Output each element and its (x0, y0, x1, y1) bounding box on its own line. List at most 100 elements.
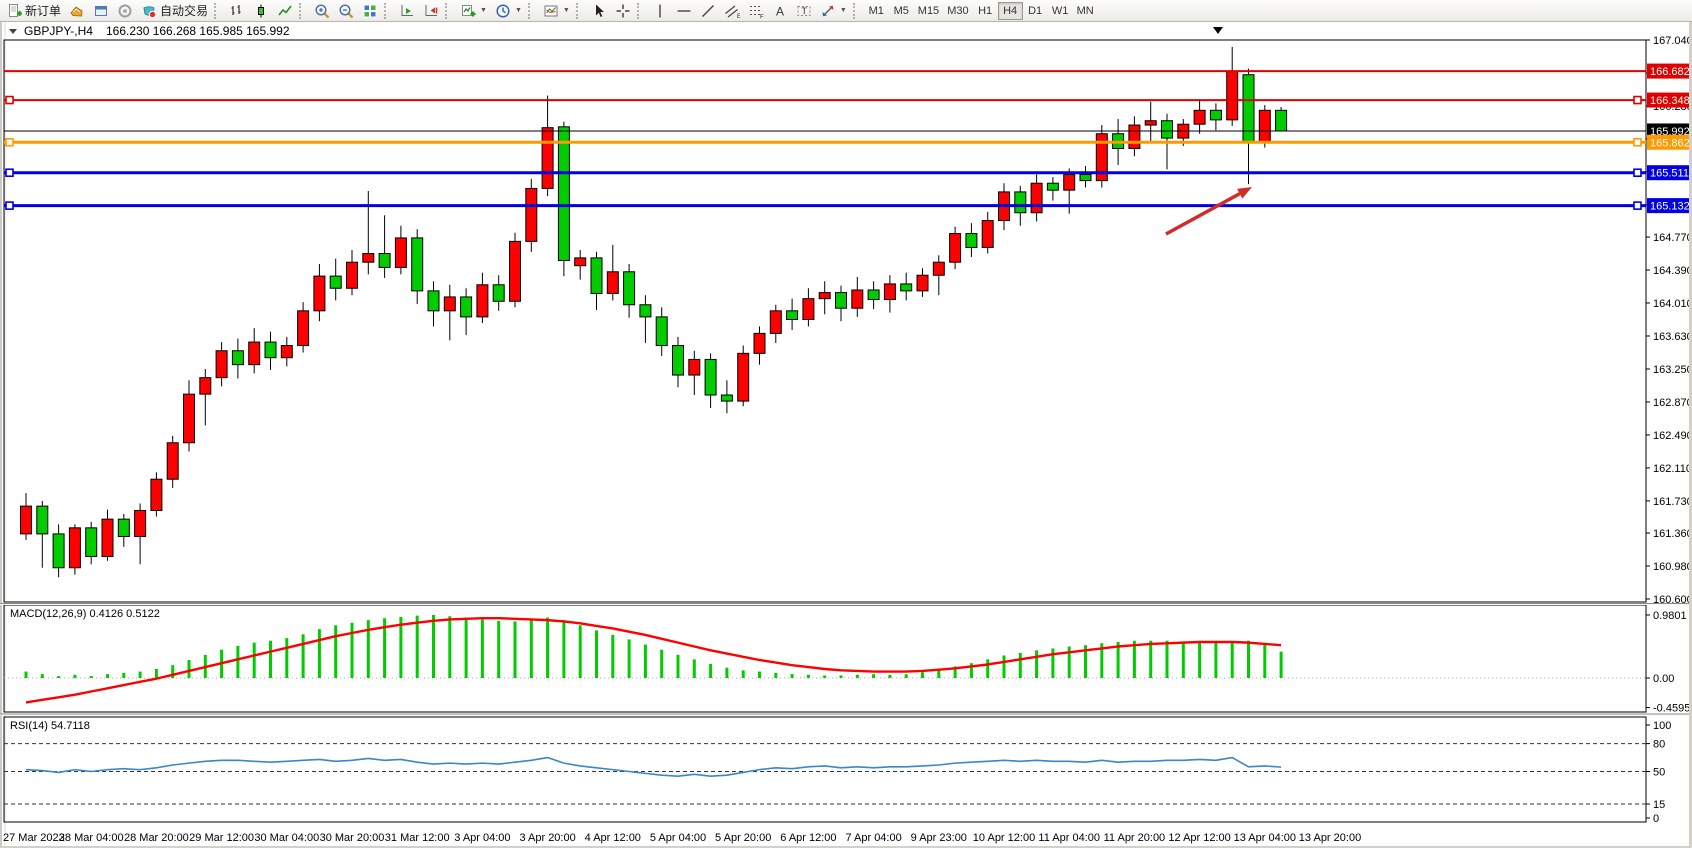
zoom-in-button[interactable] (310, 1, 334, 21)
svg-text:-0.4595: -0.4595 (1653, 703, 1690, 715)
timeframe-mn-button[interactable]: MN (1073, 2, 1098, 20)
candlestick-mode-button[interactable] (249, 1, 273, 21)
profiles-button[interactable] (89, 1, 113, 21)
svg-text:5 Apr 20:00: 5 Apr 20:00 (715, 832, 771, 844)
timeframe-m1-button[interactable]: M1 (864, 2, 889, 20)
candle (280, 345, 293, 359)
horizontal-line-165.862[interactable] (4, 137, 1646, 147)
candle (1063, 174, 1076, 191)
svg-text:7 Apr 04:00: 7 Apr 04:00 (845, 832, 901, 844)
candle (1161, 120, 1173, 139)
svg-text:28 Mar 20:00: 28 Mar 20:00 (124, 832, 189, 844)
dropdown-arrow-icon[interactable]: ▼ (480, 7, 487, 14)
line-handle[interactable] (1633, 201, 1642, 210)
panel-separator[interactable] (0, 603, 1692, 605)
timeframe-m15-button[interactable]: M15 (914, 2, 943, 20)
tile-windows-button[interactable] (358, 1, 382, 21)
hline-icon (676, 3, 692, 19)
templates-button[interactable]: ▼ (539, 1, 574, 21)
line-handle[interactable] (1633, 137, 1642, 147)
dropdown-arrow-icon[interactable]: ▼ (839, 7, 847, 14)
arrow-annotation[interactable] (1165, 187, 1252, 236)
candle (1209, 109, 1222, 121)
svg-text:3 Apr 04:00: 3 Apr 04:00 (454, 832, 510, 844)
svg-text:164.390: 164.390 (1653, 265, 1692, 277)
auto-scroll-button[interactable] (395, 1, 419, 21)
chart-shift-marker-icon[interactable] (1213, 27, 1223, 34)
line-handle[interactable] (5, 201, 14, 210)
line-chart-icon (277, 3, 293, 19)
bar-chart-mode-button[interactable] (225, 1, 249, 21)
candle (264, 341, 277, 359)
candle (68, 527, 81, 569)
macd-panel[interactable] (4, 614, 1646, 704)
cursor-button[interactable] (587, 1, 611, 21)
new-chart-button[interactable] (65, 1, 89, 21)
candle (1242, 74, 1255, 143)
chart-title-ohlc: 166.230 166.268 165.985 165.992 (106, 24, 290, 38)
gold-chart-icon (69, 3, 85, 19)
line-handle[interactable] (1633, 95, 1642, 105)
timeframe-m5-button[interactable]: M5 (889, 2, 914, 20)
line-handle[interactable] (5, 95, 14, 105)
price-badge-166.348: 166.348 (1647, 92, 1692, 108)
line-handle[interactable] (5, 168, 14, 178)
horizontal-line-165.132[interactable] (4, 201, 1646, 210)
candles-layer (20, 46, 1288, 578)
timeframe-m30-button[interactable]: M30 (943, 2, 972, 20)
candle (134, 509, 147, 538)
svg-text:0.00: 0.00 (1653, 673, 1674, 685)
horizontal-line-165.511[interactable] (4, 168, 1646, 178)
dropdown-arrow-icon[interactable]: ▼ (562, 7, 570, 14)
candle (900, 283, 913, 292)
chart-expand-icon[interactable] (9, 29, 17, 34)
alerts-button[interactable] (113, 1, 137, 21)
toolbar-separator (575, 2, 585, 19)
candle (769, 310, 782, 334)
horizontal-line-button[interactable] (672, 1, 696, 21)
panel-separator[interactable] (0, 713, 1692, 716)
auto-trading-button[interactable]: 自动交易 (137, 1, 212, 21)
line-chart-mode-button[interactable] (273, 1, 297, 21)
chart-shift-button[interactable] (419, 1, 443, 21)
timeframe-h1-button[interactable]: H1 (973, 2, 998, 20)
candle (150, 478, 163, 511)
timeframe-h4-button[interactable]: H4 (997, 1, 1023, 20)
candle (525, 187, 538, 242)
rsi-plot-frame[interactable] (3, 716, 1647, 823)
fibonacci-button[interactable]: F (744, 1, 768, 21)
line-handle[interactable] (1633, 168, 1642, 178)
candle (20, 505, 32, 535)
arrows-tool-button[interactable]: ▼ (816, 1, 851, 21)
auto-trading-label: 自动交易 (160, 4, 209, 18)
text-tool-button[interactable]: A (768, 1, 792, 21)
dropdown-arrow-icon[interactable]: ▼ (514, 7, 522, 14)
candle (1079, 174, 1092, 182)
svg-text:E: E (737, 14, 740, 19)
new-order-button[interactable]: 新订单 (2, 1, 65, 21)
indicators-button[interactable]: ▼ (456, 1, 491, 21)
candle (231, 350, 244, 366)
equidistant-channel-button[interactable]: E (720, 1, 744, 21)
crosshair-button[interactable] (611, 1, 635, 21)
candle (85, 527, 98, 557)
channel-icon: E (724, 3, 740, 19)
horizontal-line-166.348[interactable] (4, 95, 1646, 105)
vertical-line-button[interactable] (648, 1, 672, 21)
candle (362, 253, 375, 263)
candle (1226, 70, 1239, 121)
periods-button[interactable]: ▼ (491, 1, 526, 21)
line-handle[interactable] (5, 137, 14, 147)
label-tool-button[interactable]: T (792, 1, 816, 21)
timeframe-d1-button[interactable]: D1 (1023, 2, 1048, 20)
candle (981, 220, 994, 248)
zoom-out-button[interactable] (334, 1, 358, 21)
main-plot-frame[interactable] (3, 39, 1647, 603)
timeframe-w1-button[interactable]: W1 (1048, 2, 1073, 20)
rsi-panel[interactable] (4, 743, 1646, 805)
candle (949, 233, 962, 263)
ohlc-bars-icon (229, 3, 245, 19)
chart-background (0, 22, 1692, 848)
trendline-button[interactable] (696, 1, 720, 21)
